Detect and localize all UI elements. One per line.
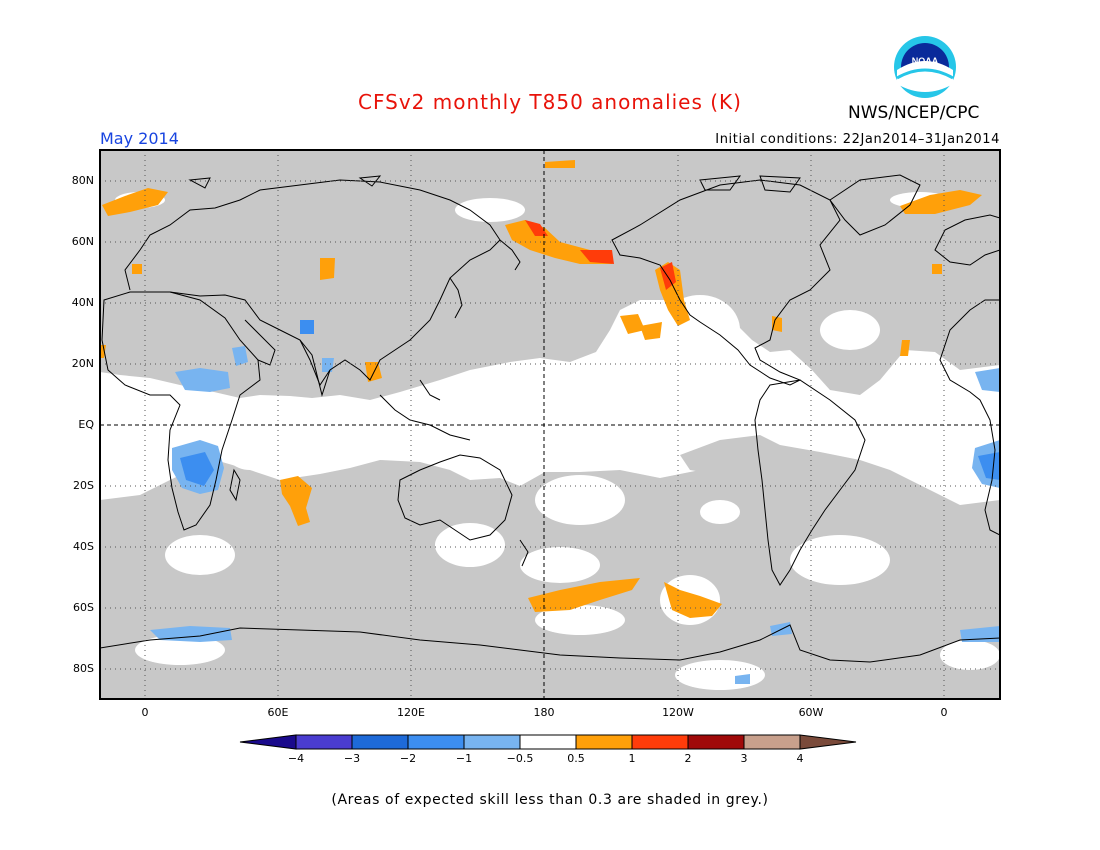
colorbar-label: −1 [455, 752, 473, 765]
forecast-month: May 2014 [100, 129, 179, 148]
map-title: CFSv2 monthly T850 anomalies (K) [358, 90, 742, 114]
lat-label: EQ [78, 418, 94, 431]
colorbar-label: 0.5 [567, 752, 585, 765]
colorbar [239, 734, 857, 750]
equator-dateline [100, 150, 1000, 699]
cold-anomalies [150, 320, 1000, 684]
footnote: (Areas of expected skill less than 0.3 a… [331, 792, 769, 808]
grid-lines [100, 150, 1000, 699]
colorbar-swatch [631, 734, 689, 750]
colorbar-swatch [351, 734, 409, 750]
colorbar-label: −0.5 [506, 752, 534, 765]
lon-label: 0 [940, 706, 948, 719]
colorbar-label: 1 [628, 752, 636, 765]
lat-label: 80N [71, 174, 94, 187]
colorbar-arrow-left [239, 734, 297, 750]
colorbar-label: −3 [343, 752, 361, 765]
lat-label: 40N [71, 296, 94, 309]
lat-label: 20N [71, 357, 94, 370]
colorbar-swatch [687, 734, 745, 750]
lat-label: 80S [73, 662, 94, 675]
colorbar-swatch [295, 734, 353, 750]
lon-label: 120E [397, 706, 425, 719]
lat-label: 60N [71, 235, 94, 248]
lon-label: 60W [798, 706, 824, 719]
lat-label: 20S [73, 479, 94, 492]
colorbar-label: −4 [287, 752, 305, 765]
colorbar-label: 2 [684, 752, 692, 765]
initial-conditions: Initial conditions: 22Jan2014–31Jan2014 [715, 132, 1000, 147]
map-frame [99, 149, 1001, 700]
lon-label: 0 [141, 706, 149, 719]
colorbar-swatch [743, 734, 801, 750]
colorbar-swatch [407, 734, 465, 750]
org-label: NWS/NCEP/CPC [848, 103, 980, 123]
colorbar-swatch [575, 734, 633, 750]
colorbar-swatch [519, 734, 577, 750]
coastlines [100, 174, 1000, 663]
lon-label: 60E [267, 706, 289, 719]
lon-label: 120W [662, 706, 694, 719]
colorbar-label: 3 [740, 752, 748, 765]
lon-label: 180 [533, 706, 555, 719]
warm-anomalies [100, 160, 982, 618]
lat-label: 60S [73, 601, 94, 614]
colorbar-label: 4 [796, 752, 804, 765]
colorbar-swatch [463, 734, 521, 750]
lat-label: 40S [73, 540, 94, 553]
colorbar-label: −2 [399, 752, 417, 765]
colorbar-arrow-right [799, 734, 857, 750]
